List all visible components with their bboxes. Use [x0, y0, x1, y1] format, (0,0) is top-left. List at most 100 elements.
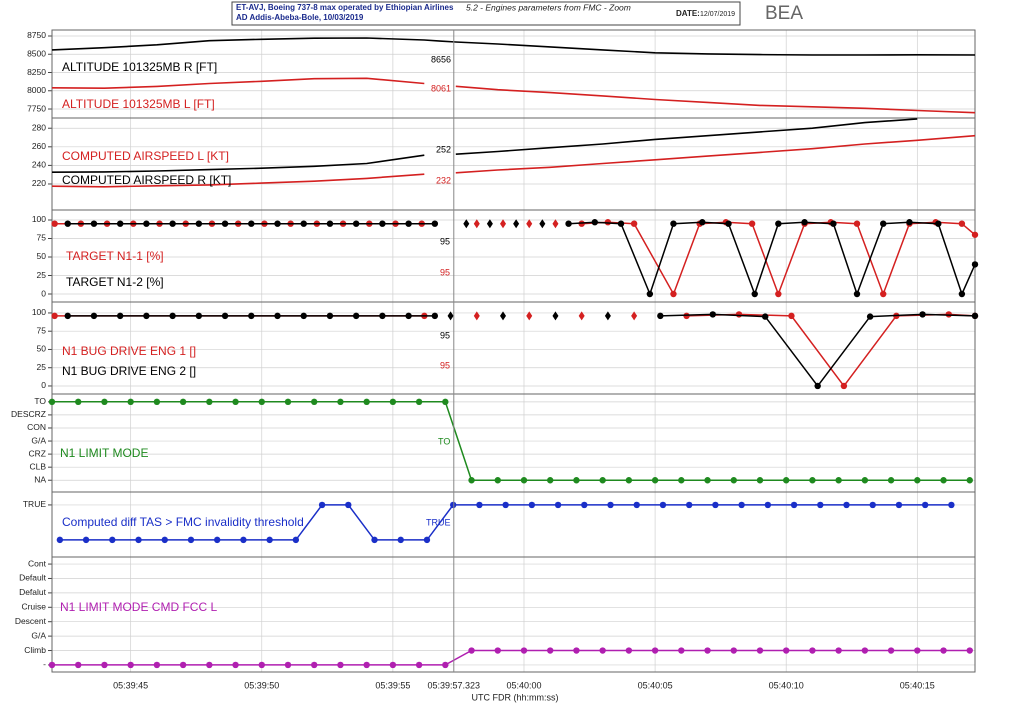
marker-diamond — [604, 311, 611, 321]
y-tick-label: 25 — [37, 362, 47, 372]
y-tick-label: 0 — [41, 288, 46, 298]
marker-diamond — [500, 219, 507, 229]
y-tick-label: 100 — [32, 214, 46, 224]
marker — [853, 290, 861, 298]
y-tick-label: CRZ — [29, 448, 46, 458]
marker — [520, 477, 528, 484]
y-tick-label: Descent — [15, 616, 47, 626]
marker — [195, 220, 203, 227]
marker-diamond — [463, 219, 470, 229]
marker — [284, 661, 292, 669]
marker — [423, 536, 431, 544]
marker-diamond — [486, 219, 493, 229]
marker — [599, 647, 606, 654]
y-tick-label: 220 — [32, 178, 46, 188]
series-line — [67, 313, 976, 388]
marker — [240, 536, 247, 544]
marker — [187, 536, 195, 544]
cursor-value: 8061 — [431, 83, 451, 93]
y-tick-label: 7750 — [27, 103, 46, 113]
date-label: DATE: — [676, 9, 700, 18]
marker — [712, 501, 719, 509]
marker — [468, 647, 475, 654]
marker — [48, 398, 56, 406]
marker — [311, 398, 318, 406]
y-tick-label: 8500 — [27, 48, 46, 58]
y-tick-label: G/A — [31, 435, 46, 445]
marker — [337, 398, 344, 406]
marker — [326, 312, 334, 320]
marker — [895, 501, 903, 509]
marker — [300, 220, 307, 227]
y-tick-label: Default — [19, 573, 47, 583]
marker — [817, 501, 824, 509]
cursor-value: 8656 — [431, 54, 451, 64]
marker — [678, 477, 685, 484]
marker — [431, 220, 439, 227]
series-line — [51, 37, 976, 56]
marker — [935, 220, 942, 227]
marker — [783, 647, 790, 654]
y-tick-label: NA — [34, 474, 46, 484]
marker — [617, 220, 625, 227]
marker — [284, 398, 292, 406]
marker — [835, 477, 842, 484]
marker — [101, 661, 108, 669]
marker — [415, 398, 423, 406]
y-tick-label: G/A — [31, 630, 46, 640]
marker-diamond — [473, 311, 480, 321]
marker — [318, 501, 326, 509]
y-tick-label: 50 — [37, 344, 47, 354]
marker-diamond — [500, 311, 507, 321]
marker — [389, 398, 397, 406]
marker — [547, 647, 554, 654]
marker — [948, 501, 955, 509]
marker — [914, 647, 921, 654]
marker — [116, 312, 124, 320]
y-tick-label: TRUE — [23, 499, 46, 509]
marker — [971, 312, 979, 320]
marker — [971, 261, 979, 268]
logo: BEA — [765, 3, 803, 24]
y-tick-label: Cruise — [21, 602, 46, 612]
marker — [861, 647, 869, 654]
marker — [494, 477, 501, 484]
marker — [442, 661, 449, 669]
marker — [213, 536, 221, 544]
marker — [127, 398, 134, 406]
marker — [554, 501, 562, 509]
series-name: ALTITUDE 101325MB R [FT] — [62, 60, 217, 74]
marker — [75, 661, 82, 669]
marker — [835, 647, 842, 654]
series-name: N1 BUG DRIVE ENG 2 [] — [62, 364, 196, 378]
y-tick-label: CLB — [29, 461, 46, 471]
marker — [853, 220, 861, 227]
marker — [337, 661, 344, 669]
y-tick-label: - — [43, 659, 46, 669]
panel-frame — [51, 117, 976, 211]
marker — [397, 536, 404, 544]
header-section: 5.2 - Engines parameters from FMC - Zoom — [466, 2, 631, 12]
marker-diamond — [631, 311, 638, 321]
y-tick-label: DESCRZ — [11, 409, 46, 419]
marker — [232, 398, 239, 406]
marker — [573, 477, 580, 484]
marker — [966, 477, 973, 484]
marker — [921, 501, 929, 509]
marker — [685, 501, 693, 509]
marker — [801, 219, 808, 226]
marker — [48, 661, 56, 669]
marker — [345, 501, 352, 509]
panel-frame — [51, 393, 976, 493]
x-axis-label: UTC FDR (hh:mm:ss) — [472, 692, 559, 702]
marker — [442, 398, 449, 406]
marker — [704, 477, 711, 484]
marker — [326, 220, 334, 227]
x-tick-label: 05:39:55 — [375, 680, 410, 690]
marker — [814, 382, 821, 390]
marker — [547, 477, 554, 484]
cursor-value: TRUE — [426, 517, 451, 527]
marker — [135, 536, 142, 544]
marker — [64, 220, 71, 227]
